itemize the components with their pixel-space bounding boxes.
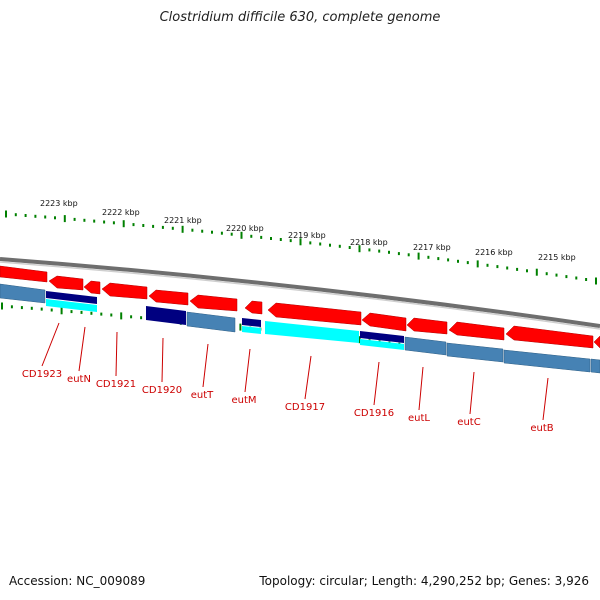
kbp-label: 2219 kbp — [288, 231, 326, 240]
gene-label-eutc[interactable]: eutC — [457, 417, 480, 428]
kbp-label: 2215 kbp — [538, 253, 576, 262]
gene-label-eutl[interactable]: eutL — [408, 413, 430, 424]
gene-arrow-forward[interactable] — [448, 321, 505, 341]
gene-arrow-forward[interactable] — [244, 300, 263, 315]
gene-label-eutn[interactable]: eutN — [67, 374, 91, 385]
accession-text: Accession: NC_009089 — [9, 574, 146, 588]
kbp-label: 2221 kbp — [164, 216, 202, 225]
gene-arrow-forward[interactable] — [101, 282, 148, 300]
gene-leader-line — [244, 348, 251, 393]
gene-leader-line — [542, 377, 549, 421]
gene-arrow-forward[interactable] — [593, 335, 600, 349]
kbp-label: 2222 kbp — [102, 208, 140, 217]
genome-backbone-highlight — [0, 261, 600, 330]
gene-label-eutb[interactable]: eutB — [530, 423, 553, 434]
kbp-label: 2217 kbp — [413, 243, 451, 252]
gene-block-reverse[interactable] — [404, 336, 447, 356]
outer-scale-ticks — [5, 210, 597, 285]
gene-block-reverse[interactable] — [360, 331, 404, 343]
kbp-label: 2218 kbp — [350, 238, 388, 247]
gene-leader-line — [373, 361, 380, 406]
gene-label-cd1916[interactable]: CD1916 — [354, 408, 394, 419]
gene-block-reverse[interactable] — [242, 326, 261, 334]
gene-arrow-forward[interactable] — [83, 280, 101, 295]
gene-arrow-forward[interactable] — [148, 289, 189, 306]
gene-block-reverse[interactable] — [186, 311, 236, 333]
gene-label-cd1921[interactable]: CD1921 — [96, 379, 136, 390]
gene-label-cd1917[interactable]: CD1917 — [285, 402, 325, 413]
gene-arrow-forward[interactable] — [0, 265, 48, 283]
gene-leader-line — [418, 366, 424, 411]
gene-arrow-forward[interactable] — [267, 302, 362, 326]
gene-leader-line — [78, 326, 86, 372]
kbp-label: 2220 kbp — [226, 224, 264, 233]
gene-block-reverse[interactable] — [503, 349, 591, 373]
gene-leader-line — [161, 337, 164, 383]
gene-arrow-forward[interactable] — [361, 312, 407, 332]
genome-backbone — [0, 257, 600, 328]
map-title: Clostridium difficile 630, complete geno… — [159, 10, 441, 25]
gene-block-reverse[interactable] — [360, 339, 404, 350]
gene-leader-line — [469, 371, 475, 415]
kbp-label: 2223 kbp — [40, 199, 78, 208]
gene-arrow-forward[interactable] — [505, 325, 594, 349]
gene-label-eutt[interactable]: eutT — [191, 390, 214, 401]
gene-block-reverse[interactable] — [590, 358, 600, 374]
gene-leader-line — [41, 322, 60, 367]
genome-summary-text: Topology: circular; Length: 4,290,252 bp… — [259, 574, 589, 588]
gene-block-reverse[interactable] — [46, 291, 97, 304]
gene-leader-line — [115, 331, 118, 377]
gene-block-reverse[interactable] — [242, 318, 261, 327]
gene-block-reverse[interactable] — [265, 321, 359, 343]
gene-block-reverse[interactable] — [146, 306, 186, 325]
gene-block-reverse[interactable] — [446, 342, 504, 363]
gene-leader-line — [202, 343, 209, 388]
gene-label-cd1923[interactable]: CD1923 — [22, 369, 62, 380]
gene-block-reverse[interactable] — [0, 283, 46, 304]
kbp-label: 2216 kbp — [475, 248, 513, 257]
gene-label-eutm[interactable]: eutM — [231, 395, 256, 406]
gene-arrow-forward[interactable] — [189, 294, 238, 312]
gene-block-reverse[interactable] — [46, 299, 97, 312]
gene-leader-line — [304, 355, 312, 400]
gene-arrow-forward[interactable] — [48, 275, 84, 291]
gene-label-cd1920[interactable]: CD1920 — [142, 385, 182, 396]
gene-arrow-forward[interactable] — [406, 317, 448, 335]
